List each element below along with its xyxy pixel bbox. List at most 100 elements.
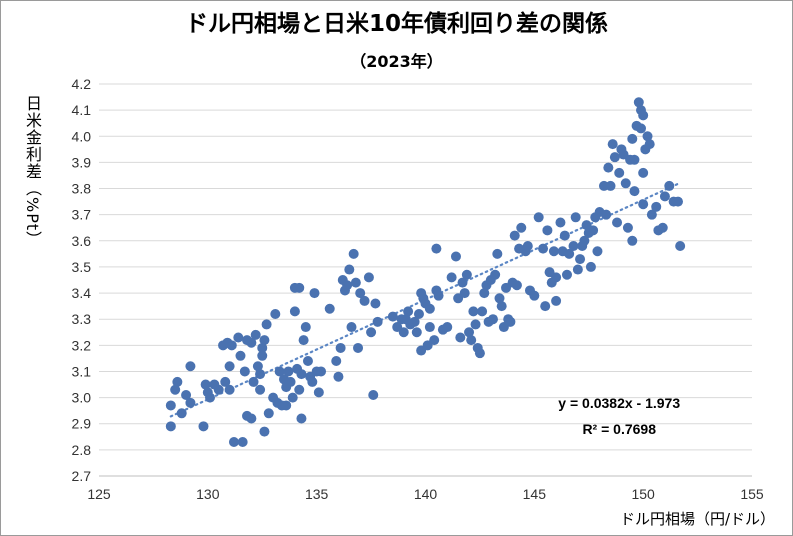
data-point <box>185 361 196 372</box>
data-point <box>450 251 461 262</box>
data-point <box>627 235 638 246</box>
data-point <box>614 167 625 178</box>
data-point <box>259 426 270 437</box>
y-tick-label: 2.7 <box>72 468 92 484</box>
data-point <box>250 329 261 340</box>
data-point <box>220 376 231 387</box>
y-tick-label: 3.7 <box>72 207 92 223</box>
data-point <box>633 97 644 108</box>
data-point <box>585 261 596 272</box>
y-tick-label: 4.2 <box>72 76 92 92</box>
data-point <box>261 319 272 330</box>
y-tick-label: 2.9 <box>72 416 92 432</box>
data-point <box>664 180 675 191</box>
y-tick-label: 3.1 <box>72 363 92 379</box>
data-point <box>355 288 366 299</box>
data-point <box>457 277 468 288</box>
data-point <box>259 335 270 346</box>
data-point <box>165 400 176 411</box>
data-point <box>413 308 424 319</box>
data-point <box>363 272 374 283</box>
data-point <box>657 222 668 233</box>
data-point <box>333 371 344 382</box>
data-point <box>213 384 224 395</box>
data-point <box>257 350 268 361</box>
data-point <box>533 212 544 223</box>
data-point <box>246 413 257 424</box>
data-point <box>551 272 562 283</box>
data-point <box>335 342 346 353</box>
data-point <box>398 327 409 338</box>
data-point <box>607 139 618 150</box>
x-tick-label: 155 <box>740 486 764 502</box>
data-point <box>285 376 296 387</box>
data-point <box>344 264 355 275</box>
y-tick-label: 4.1 <box>72 102 92 118</box>
data-point <box>205 392 216 403</box>
data-point <box>505 316 516 327</box>
data-point <box>228 437 239 448</box>
data-point <box>442 322 453 333</box>
data-point <box>287 392 298 403</box>
data-point <box>651 201 662 212</box>
data-point <box>185 397 196 408</box>
x-tick-label: 140 <box>414 486 438 502</box>
x-tick-label: 125 <box>87 486 111 502</box>
data-point <box>294 282 305 293</box>
data-point <box>226 340 237 351</box>
data-point <box>459 288 470 299</box>
data-point <box>176 408 187 419</box>
data-point <box>200 379 211 390</box>
data-point <box>601 209 612 220</box>
y-tick-label: 4.0 <box>72 128 92 144</box>
data-point <box>255 384 266 395</box>
data-point <box>555 217 566 228</box>
y-tick-label: 3.3 <box>72 311 92 327</box>
y-tick-label: 3.0 <box>72 390 92 406</box>
data-point <box>568 241 579 252</box>
data-point <box>638 199 649 210</box>
y-tick-label: 2.8 <box>72 442 92 458</box>
data-point <box>165 421 176 432</box>
data-point <box>490 269 501 280</box>
data-point <box>588 225 599 236</box>
data-point <box>294 384 305 395</box>
data-point <box>263 408 274 419</box>
y-axis-label: 日米金利差（%Pt） <box>23 95 42 249</box>
data-point <box>316 366 327 377</box>
data-point <box>564 248 575 259</box>
r-squared-label: R² = 0.7698 <box>582 421 656 437</box>
data-point <box>403 306 414 317</box>
y-tick-label: 3.6 <box>72 233 92 249</box>
data-point <box>609 152 620 163</box>
data-point <box>411 327 422 338</box>
data-point <box>646 209 657 220</box>
data-point <box>300 322 311 333</box>
data-point <box>309 288 320 299</box>
x-tick-label: 135 <box>305 486 329 502</box>
data-point <box>464 327 475 338</box>
data-point <box>289 306 300 317</box>
data-point <box>672 196 683 207</box>
data-point <box>642 131 653 142</box>
data-point <box>477 306 488 317</box>
data-point <box>675 241 686 252</box>
data-point <box>592 246 603 257</box>
data-point <box>368 389 379 400</box>
data-point <box>302 356 313 367</box>
x-tick-label: 150 <box>631 486 655 502</box>
data-point <box>370 298 381 309</box>
data-point <box>627 133 638 144</box>
data-point <box>298 335 309 346</box>
data-point <box>424 303 435 314</box>
data-point <box>570 212 581 223</box>
data-point <box>296 369 307 380</box>
data-point <box>496 301 507 312</box>
data-point <box>540 301 551 312</box>
chart-title: ドル円相場と日米10年債利回り差の関係 <box>184 11 608 37</box>
data-point <box>487 314 498 325</box>
data-point <box>644 139 655 150</box>
data-point <box>605 180 616 191</box>
